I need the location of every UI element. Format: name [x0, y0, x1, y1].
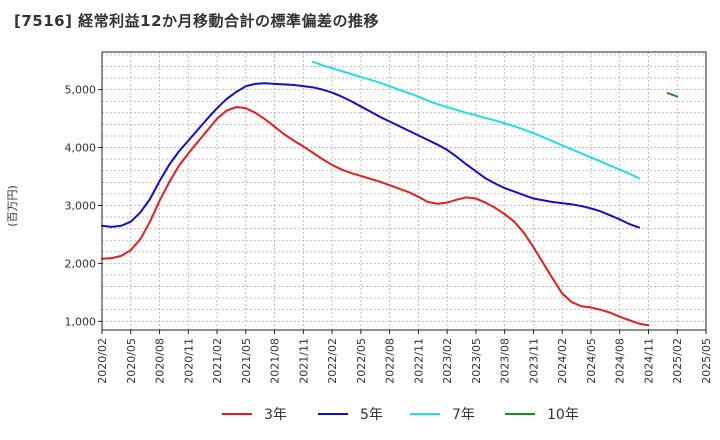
y-tick-label: 2,000 — [65, 257, 97, 270]
x-tick-label: 2023/11 — [527, 338, 540, 384]
y-axis-label: (百万円) — [6, 185, 19, 227]
x-tick-label: 2024/02 — [556, 338, 569, 384]
x-tick-label: 2025/05 — [700, 338, 713, 384]
y-tick-label: 3,000 — [65, 199, 97, 212]
x-tick-label: 2020/11 — [182, 338, 195, 384]
x-tick-label: 2021/11 — [297, 338, 310, 384]
y-tick-label: 5,000 — [65, 84, 97, 97]
x-tick-label: 2020/08 — [154, 338, 167, 384]
x-tick-label: 2021/02 — [211, 338, 224, 384]
x-tick-label: 2025/02 — [671, 338, 684, 384]
y-axis-ticks: 1,000 2,000 3,000 4,000 5,000 — [65, 84, 102, 328]
series-layer — [101, 60, 679, 327]
plot-frame — [101, 51, 707, 331]
x-tick-label: 2021/05 — [240, 338, 253, 384]
x-tick-label: 2023/05 — [470, 338, 483, 384]
x-tick-label: 2024/08 — [614, 338, 627, 384]
legend: 3年 5年 7年 10年 — [222, 407, 579, 423]
x-axis-ticks: 2020/02 2020/05 2020/08 2020/11 2021/02 2021/… — [96, 330, 713, 384]
series-line-7年 — [311, 60, 640, 180]
series-line-10年 — [666, 92, 679, 98]
x-tick-label: 2020/05 — [125, 338, 138, 384]
x-tick-label: 2022/05 — [355, 338, 368, 384]
x-tick-label: 2023/08 — [499, 338, 512, 384]
x-tick-label: 2024/11 — [642, 338, 655, 384]
x-tick-label: 2024/05 — [585, 338, 598, 384]
x-tick-label: 2022/11 — [412, 338, 425, 384]
x-tick-label: 2022/08 — [384, 338, 397, 384]
legend-label: 10年 — [547, 407, 579, 423]
series-line-3年 — [101, 106, 650, 327]
y-tick-label: 4,000 — [65, 142, 97, 155]
legend-label: 3年 — [264, 407, 287, 423]
x-tick-label: 2022/02 — [326, 338, 339, 384]
legend-label: 5年 — [360, 407, 383, 423]
chart-title: [7516] 経常利益12か月移動合計の標準偏差の推移 — [14, 12, 380, 30]
y-tick-label: 1,000 — [65, 315, 97, 328]
grid-lines — [101, 52, 707, 330]
x-tick-label: 2020/02 — [96, 338, 109, 384]
x-tick-label: 2021/08 — [269, 338, 282, 384]
x-tick-label: 2023/02 — [441, 338, 454, 384]
series-line-5年 — [101, 82, 640, 229]
legend-label: 7年 — [452, 407, 475, 423]
